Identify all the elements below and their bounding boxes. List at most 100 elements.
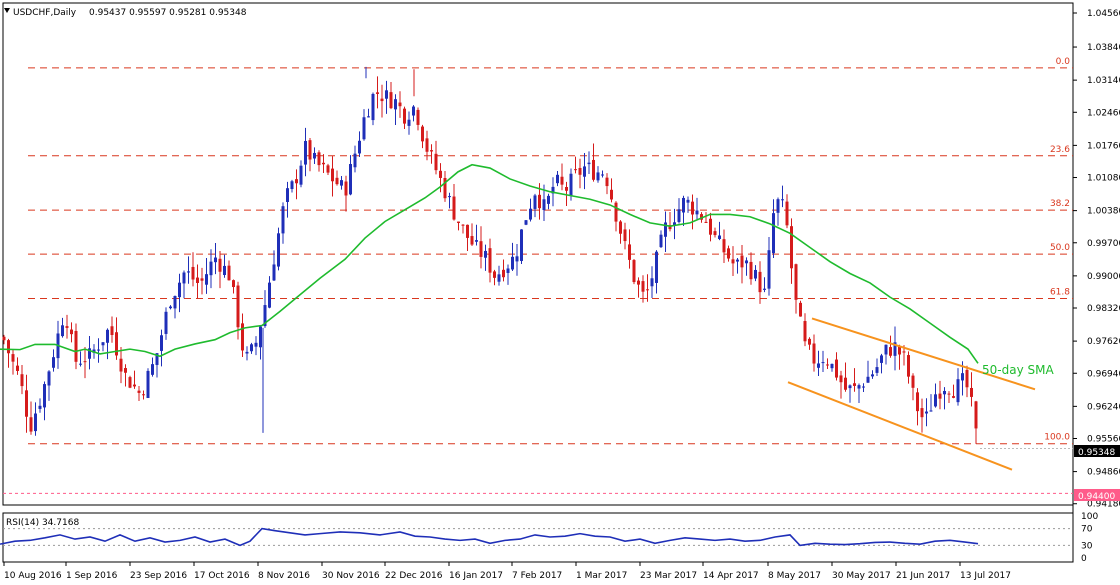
candle-body: [250, 344, 253, 352]
candle-body: [781, 199, 784, 201]
alert-price-tag: [1074, 489, 1120, 501]
candle-body: [758, 271, 762, 293]
candle-body: [169, 306, 172, 309]
candle-body: [916, 392, 919, 412]
candle-body: [43, 384, 46, 408]
candle-body: [47, 371, 51, 386]
candle-body: [961, 373, 964, 381]
candle-body: [542, 199, 546, 211]
time-tick-label: 8 May 2017: [768, 571, 821, 581]
candle-body: [146, 370, 150, 399]
candle-body: [439, 170, 442, 178]
candle-body: [119, 358, 123, 372]
fib-level-label: 23.6: [1050, 145, 1070, 155]
candle-body: [277, 233, 280, 267]
candle-body: [628, 244, 631, 260]
candle-body: [272, 264, 276, 281]
candle-body: [956, 379, 960, 403]
current-price-text: 0.95348: [1078, 448, 1115, 458]
candle-body: [29, 417, 33, 432]
candle-body: [254, 342, 258, 347]
candle-body: [353, 153, 357, 168]
candle-body: [587, 162, 591, 165]
price-grid: [2, 2, 1074, 563]
candle-body: [646, 289, 649, 291]
candle-body: [16, 365, 19, 371]
candle-body: [785, 201, 789, 226]
candle-body: [866, 376, 870, 383]
candle-body: [565, 187, 568, 191]
candle-body: [133, 384, 136, 387]
candle-body: [20, 374, 24, 387]
time-tick-label: 30 May 2017: [832, 571, 891, 581]
time-tick-label: 30 Nov 2016: [322, 571, 380, 581]
candle-body: [7, 340, 10, 354]
rsi-line: [0, 527, 979, 547]
candle-body: [857, 385, 861, 389]
candle-body: [682, 197, 685, 213]
candles: [2, 66, 978, 444]
candle-body: [34, 413, 37, 432]
candle-body: [736, 259, 739, 262]
candle-body: [137, 390, 141, 393]
time-tick-label: 22 Dec 2016: [385, 571, 443, 581]
candle-body: [767, 250, 771, 289]
candle-body: [416, 109, 420, 125]
candle-body: [907, 355, 910, 377]
sma-label: 50-day SMA: [982, 363, 1054, 377]
candle-body: [817, 363, 820, 368]
candle-body: [218, 258, 222, 272]
candle-body: [655, 251, 658, 283]
dropdown-triangle-icon[interactable]: [4, 8, 10, 13]
rsi-tick-label: 30: [1081, 541, 1093, 551]
candle-body: [340, 180, 343, 186]
candle-body: [106, 329, 109, 343]
time-axis: 10 Aug 2016 1 Sep 2016 23 Sep 2016 17 Oct 2…: [3, 562, 1011, 581]
candle-body: [187, 271, 190, 273]
candle-body: [673, 222, 676, 226]
candle-body: [457, 221, 460, 223]
candle-body: [529, 208, 532, 220]
time-tick-label: 10 Aug 2016: [4, 571, 62, 581]
candle-body: [934, 394, 937, 407]
candle-body: [101, 342, 105, 346]
candle-body: [173, 295, 177, 309]
candle-body: [160, 335, 163, 351]
candle-body: [479, 241, 483, 257]
candle-body: [502, 269, 505, 278]
price-tick-label: 0.94180: [1087, 500, 1120, 510]
candle-body: [965, 369, 969, 388]
price-tick-label: 1.01080: [1087, 174, 1120, 184]
time-tick-label: 8 Nov 2016: [258, 571, 310, 581]
candle-body: [754, 269, 757, 279]
candle-body: [668, 225, 672, 230]
fib-level-label: 100.0: [1044, 433, 1070, 443]
candle-body: [83, 361, 87, 363]
channel-layer: [787, 317, 1036, 471]
candle-body: [731, 259, 735, 264]
price-tick-label: 1.03140: [1087, 76, 1120, 86]
candle-body: [425, 138, 429, 152]
candle-body: [493, 271, 496, 278]
candle-body: [911, 375, 915, 388]
candle-body: [290, 181, 294, 190]
candle-body: [322, 162, 325, 165]
candle-body: [551, 186, 555, 194]
candle-body: [376, 92, 379, 94]
candle-body: [943, 390, 946, 395]
candle-body: [182, 272, 186, 284]
candle-body: [623, 229, 627, 242]
candle-body: [830, 363, 834, 369]
candle-body: [110, 326, 114, 336]
candle-body: [232, 280, 235, 288]
candle-body: [380, 98, 384, 102]
candle-body: [808, 338, 811, 345]
candle-body: [871, 374, 874, 377]
fibonacci-levels: 0.0 23.6 38.2 50.0 61.8 100.0: [3, 57, 1073, 494]
candle-body: [709, 218, 712, 235]
candle-body: [497, 274, 501, 282]
candle-body: [61, 325, 64, 337]
fib-level-label: 61.8: [1050, 288, 1070, 298]
candle-body: [452, 196, 456, 220]
candle-body: [313, 152, 316, 159]
